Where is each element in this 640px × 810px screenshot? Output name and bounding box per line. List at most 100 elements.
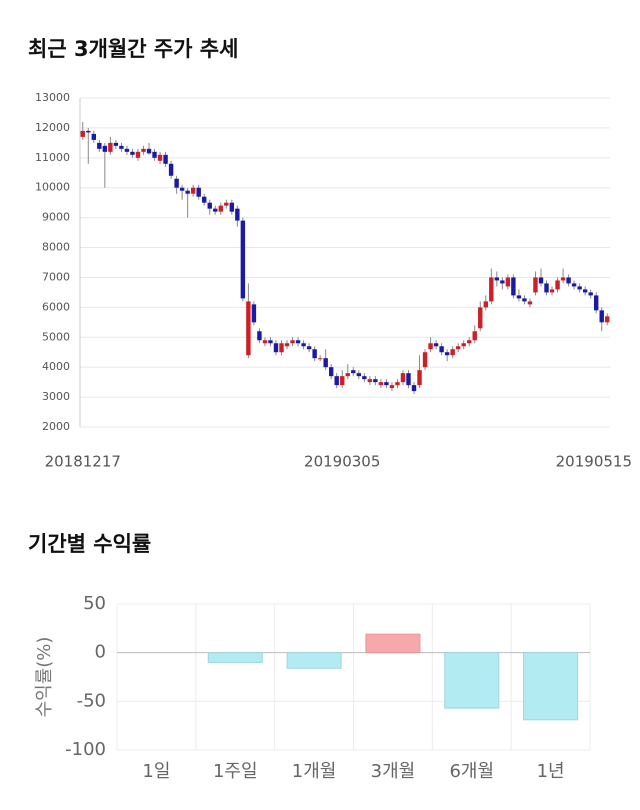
y-tick-label: 12000 <box>35 121 70 134</box>
candle-body <box>80 130 85 137</box>
bar <box>365 633 421 654</box>
candle-body <box>478 307 483 329</box>
candle-body <box>411 385 417 392</box>
y-tick-label: 10000 <box>35 181 70 194</box>
candle-body <box>86 130 91 133</box>
candle-body <box>124 148 130 152</box>
candle-body <box>340 376 345 386</box>
y-tick-label: 3000 <box>42 390 70 403</box>
candle-body <box>306 346 312 350</box>
candle-body <box>262 340 268 344</box>
candle-body <box>351 370 356 374</box>
bar <box>207 652 263 663</box>
x-tick-label: 1개월 <box>292 761 337 782</box>
candle-body <box>516 295 522 299</box>
chart-title: 기간별 수익률 <box>28 532 151 556</box>
candle-body <box>422 352 428 368</box>
candle-body <box>218 205 223 212</box>
y-axis-label: 수익률(%) <box>34 637 55 718</box>
bar <box>286 652 342 669</box>
y-tick-label: 7000 <box>42 270 70 283</box>
candle-body <box>141 148 146 152</box>
y-tick-label: 5000 <box>42 330 70 343</box>
y-tick-label: 8000 <box>42 241 70 254</box>
candle-body <box>185 190 190 194</box>
candle-body <box>168 163 174 176</box>
bar <box>523 652 579 721</box>
candle-body <box>450 349 455 356</box>
candle-body <box>229 202 235 212</box>
candle-body <box>555 280 560 290</box>
candle-body <box>560 277 566 281</box>
candle-body <box>119 145 124 149</box>
candle-body <box>97 142 102 149</box>
candle-body <box>257 331 262 341</box>
candle-body <box>571 283 577 287</box>
y-tick-label: 4000 <box>42 360 70 373</box>
candle-body <box>522 298 527 302</box>
y-tick-label: 13000 <box>35 91 70 104</box>
candle-body <box>593 295 599 311</box>
candle-body <box>279 343 284 353</box>
candle-body <box>395 382 400 386</box>
candle-body <box>439 346 444 353</box>
candle-body <box>378 382 384 386</box>
x-tick-label: 1일 <box>142 761 170 782</box>
candle-body <box>444 352 450 356</box>
candle-body <box>467 340 472 344</box>
candle-body <box>251 304 257 323</box>
candle-body <box>588 292 593 296</box>
candle-body <box>268 340 273 344</box>
candle-body <box>328 367 334 377</box>
candle-body <box>246 301 251 356</box>
candle-body <box>91 133 97 140</box>
candle-body <box>566 277 571 284</box>
candle-body <box>301 343 306 347</box>
candle-body <box>483 301 488 308</box>
candle-body <box>135 151 141 158</box>
y-tick-label: -100 <box>65 739 106 760</box>
candle-body <box>102 145 108 152</box>
y-tick-label: 6000 <box>42 300 70 313</box>
candle-body <box>345 373 350 377</box>
x-tick-label: 20181217 <box>45 453 121 471</box>
candle-body <box>605 316 610 323</box>
candle-body <box>384 382 389 386</box>
candle-body <box>489 277 494 302</box>
y-tick-label: 9000 <box>42 211 70 224</box>
bar <box>444 652 500 709</box>
candle-body <box>334 376 339 386</box>
candle-body <box>527 301 533 305</box>
y-tick-label: 11000 <box>35 151 70 164</box>
candle-body <box>235 208 240 221</box>
candle-body <box>295 340 301 344</box>
candle-body <box>108 142 113 152</box>
candle-body <box>538 277 544 284</box>
candle-body <box>174 178 179 188</box>
y-tick-label: 50 <box>83 593 106 614</box>
x-tick-label: 6개월 <box>449 761 494 782</box>
candle-body <box>130 151 135 155</box>
chart-title: 최근 3개월간 주가 추세 <box>28 37 238 61</box>
candle-body <box>599 310 604 323</box>
candle-body <box>472 331 477 341</box>
candle-body <box>362 376 367 380</box>
x-tick-label: 1년 <box>537 761 565 782</box>
candle-body <box>511 277 516 296</box>
x-tick-label: 3개월 <box>371 761 416 782</box>
candle-body <box>202 196 207 203</box>
candle-body <box>582 289 588 293</box>
candle-body <box>544 283 549 293</box>
candle-body <box>505 277 511 287</box>
candle-body <box>433 343 439 347</box>
candle-body <box>196 187 201 197</box>
candle-body <box>323 358 328 368</box>
candle-body <box>549 289 555 293</box>
candle-body <box>273 343 279 353</box>
candle-body <box>389 385 395 389</box>
candle-body <box>224 202 229 206</box>
candle-body <box>356 373 362 377</box>
candle-body <box>428 343 433 350</box>
candle-body <box>290 340 295 344</box>
